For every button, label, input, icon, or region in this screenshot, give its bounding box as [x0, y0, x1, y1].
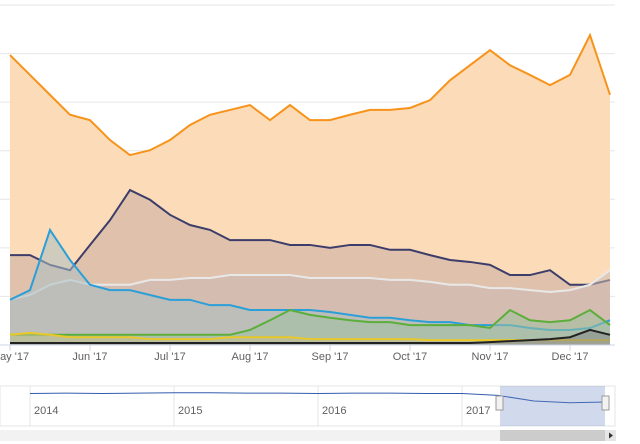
area-line [10, 308, 611, 336]
main-plot: May '17 Jun '17 Jul '17 Aug '17 Sep '17 Oct '… [0, 4, 615, 363]
x-tick-label: Sep '17 [312, 351, 349, 363]
navigator-label: 2015 [178, 405, 202, 417]
x-tick-label: Aug '17 [232, 351, 269, 363]
area-line [10, 188, 611, 286]
navigator-handle[interactable] [601, 395, 610, 411]
navigator-handle[interactable] [495, 395, 504, 411]
area-line [10, 328, 611, 345]
navigator-line [29, 392, 607, 404]
area-line [9, 32, 611, 157]
scrollbar-track[interactable] [0, 430, 615, 441]
x-tick-label: Jul '17 [154, 351, 185, 363]
navigator: 2014 2015 2016 2017 [0, 385, 616, 427]
x-tick-label: Dec '17 [552, 351, 589, 363]
x-tick-label: Jun '17 [72, 351, 107, 363]
navigator-label: 2014 [34, 405, 58, 417]
area-line [9, 269, 611, 301]
scrollbar-arrow-icon [609, 432, 613, 439]
area-fill [10, 229, 610, 345]
x-tick-label: Nov '17 [472, 351, 509, 363]
navigator-frame [0, 385, 616, 427]
navigator-label: 2016 [322, 405, 346, 417]
scrollbar-thumb[interactable] [500, 430, 605, 441]
area-fill [10, 310, 610, 345]
area-fill [10, 332, 610, 345]
x-tick-label: Oct '17 [393, 351, 428, 363]
navigator-label: 2017 [466, 405, 490, 417]
navigator-selection[interactable] [500, 386, 605, 426]
x-tick-label: May '17 [0, 351, 29, 363]
